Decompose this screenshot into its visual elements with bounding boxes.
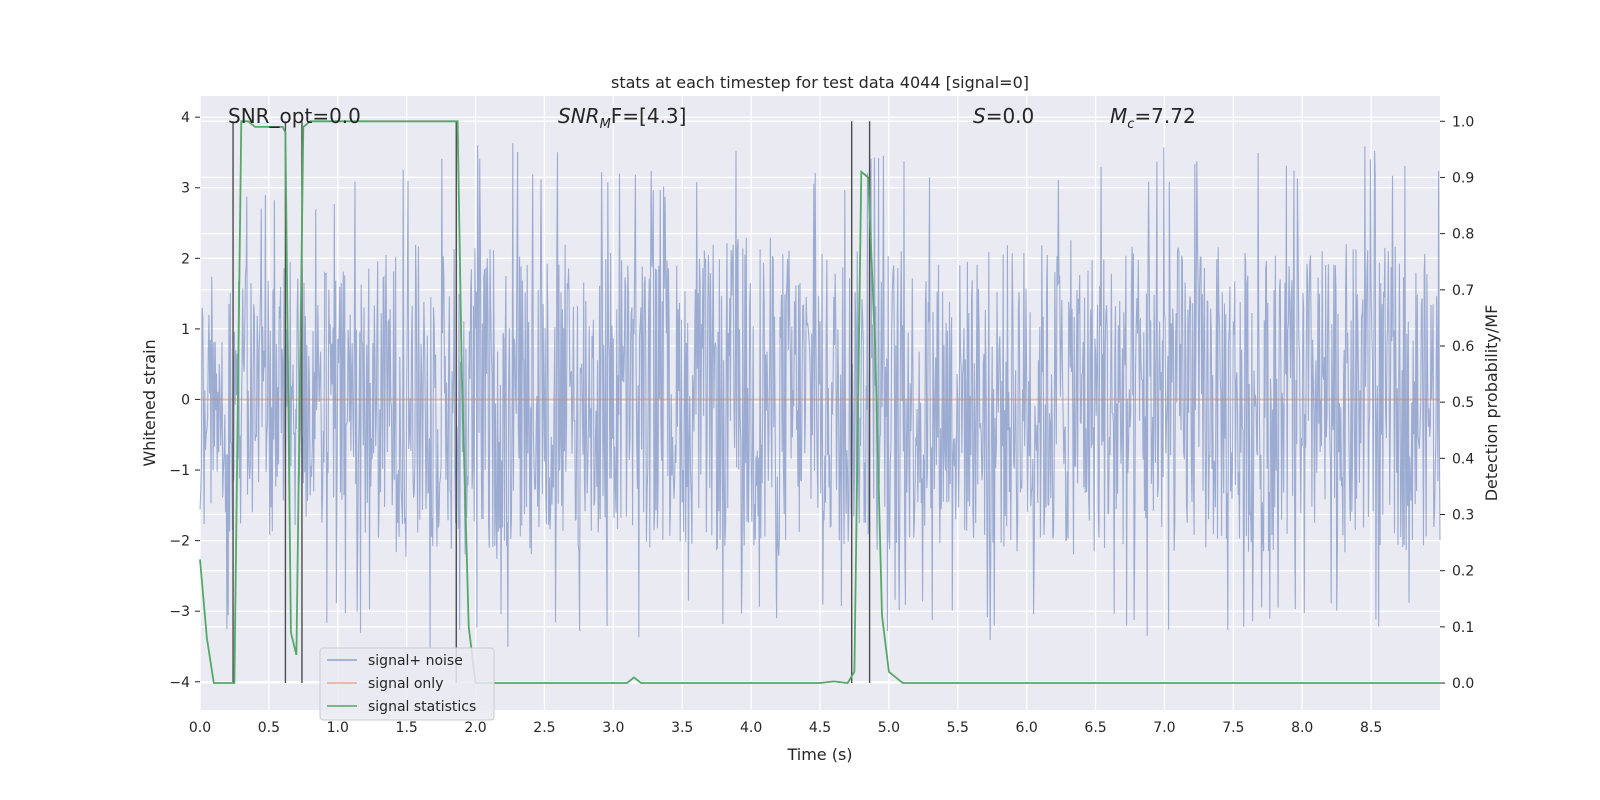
x-tick-label: 0.5 — [258, 720, 280, 736]
y2-tick-label: 0.2 — [1452, 564, 1474, 580]
x-tick-labels: 0.0 0.5 1.0 1.5 2.0 2.5 3.0 3.5 4.0 4.5 5.0 5.5 6.0 6… — [189, 720, 1382, 736]
y-tick-label: 4 — [181, 110, 190, 126]
annotation-snr-mf-main: SNR — [558, 104, 600, 128]
y-tick-label: −1 — [169, 463, 190, 479]
y2-tick-label: 0.5 — [1452, 395, 1474, 411]
x-tick-label: 5.0 — [878, 720, 900, 736]
legend-label-signal-only: signal only — [368, 676, 443, 692]
y2-tick-label: 0.0 — [1452, 676, 1474, 692]
annotation-mc-main: M — [1110, 104, 1127, 128]
y-tick-label: 0 — [181, 392, 190, 408]
signal-noise-line — [199, 143, 1441, 648]
y-tick-label: −4 — [169, 675, 190, 691]
x-tick-label: 8.0 — [1291, 720, 1313, 736]
annotation-mc-sub: c — [1127, 117, 1134, 132]
x-tick-label: 1.5 — [396, 720, 418, 736]
y-axis-label: Whitened strain — [140, 339, 159, 466]
annotation-snr-mf-rest: F=[4.3] — [611, 104, 687, 128]
y2-tick-label: 0.8 — [1452, 227, 1474, 243]
y2-tick-label: 0.3 — [1452, 508, 1474, 524]
y2-tick-label: 0.1 — [1452, 620, 1474, 636]
annotation-s: S=0.0 — [973, 104, 1034, 128]
annotation-snr-mf-sub: M — [600, 117, 611, 132]
x-tick-label: 4.5 — [809, 720, 831, 736]
annotation-s-rest: =0.0 — [986, 104, 1035, 128]
x-tick-label: 6.0 — [1016, 720, 1038, 736]
x-tick-label: 7.0 — [1153, 720, 1175, 736]
y-tick-label: 2 — [181, 251, 190, 267]
x-tick-label: 1.0 — [327, 720, 349, 736]
y-tick-label: 3 — [181, 181, 190, 197]
y2-tick-labels: 1.0 0.9 0.8 0.7 0.6 0.5 0.4 0.3 0.2 0.1 0.0 — [1440, 114, 1474, 692]
legend-label-signal-statistics: signal statistics — [368, 699, 476, 715]
y-tick-labels: 4 3 2 1 0 −1 −2 −3 −4 — [169, 110, 200, 691]
annotation-mc-rest: =7.72 — [1134, 104, 1195, 128]
y-tick-label: −2 — [169, 534, 190, 550]
legend-label-signal-noise: signal+ noise — [368, 653, 463, 669]
x-tick-label: 3.5 — [671, 720, 693, 736]
y2-tick-label: 0.9 — [1452, 170, 1474, 186]
y-tick-label: 1 — [181, 322, 190, 338]
x-tick-label: 6.5 — [1084, 720, 1106, 736]
legend-box — [319, 647, 495, 721]
x-tick-label: 2.0 — [464, 720, 486, 736]
y2-axis-label: Detection probability/MF — [1482, 305, 1501, 502]
x-tick-label: 3.0 — [602, 720, 624, 736]
series-signal-noise — [199, 143, 1441, 648]
y2-tick-label: 1.0 — [1452, 114, 1474, 130]
x-tick-label: 2.5 — [533, 720, 555, 736]
x-tick-label: 0.0 — [189, 720, 211, 736]
annotation-snr-mf: SNRMF=[4.3] — [558, 104, 686, 132]
y2-tick-label: 0.7 — [1452, 283, 1474, 299]
annotation-s-main: S — [973, 104, 986, 128]
x-tick-label: 8.5 — [1360, 720, 1382, 736]
y-tick-label: −3 — [169, 604, 190, 620]
annotation-mc: Mc=7.72 — [1110, 104, 1196, 132]
x-tick-label: 7.5 — [1222, 720, 1244, 736]
y2-tick-label: 0.6 — [1452, 339, 1474, 355]
x-tick-label: 4.0 — [740, 720, 762, 736]
annotation-snr-opt: SNR_opt=0.0 — [228, 104, 361, 128]
x-axis-label: Time (s) — [786, 745, 852, 764]
y2-tick-label: 0.4 — [1452, 451, 1474, 467]
x-tick-label: 5.5 — [947, 720, 969, 736]
chart-title: stats at each timestep for test data 404… — [611, 73, 1029, 92]
legend: signal+ noise signal only signal statist… — [319, 647, 495, 721]
